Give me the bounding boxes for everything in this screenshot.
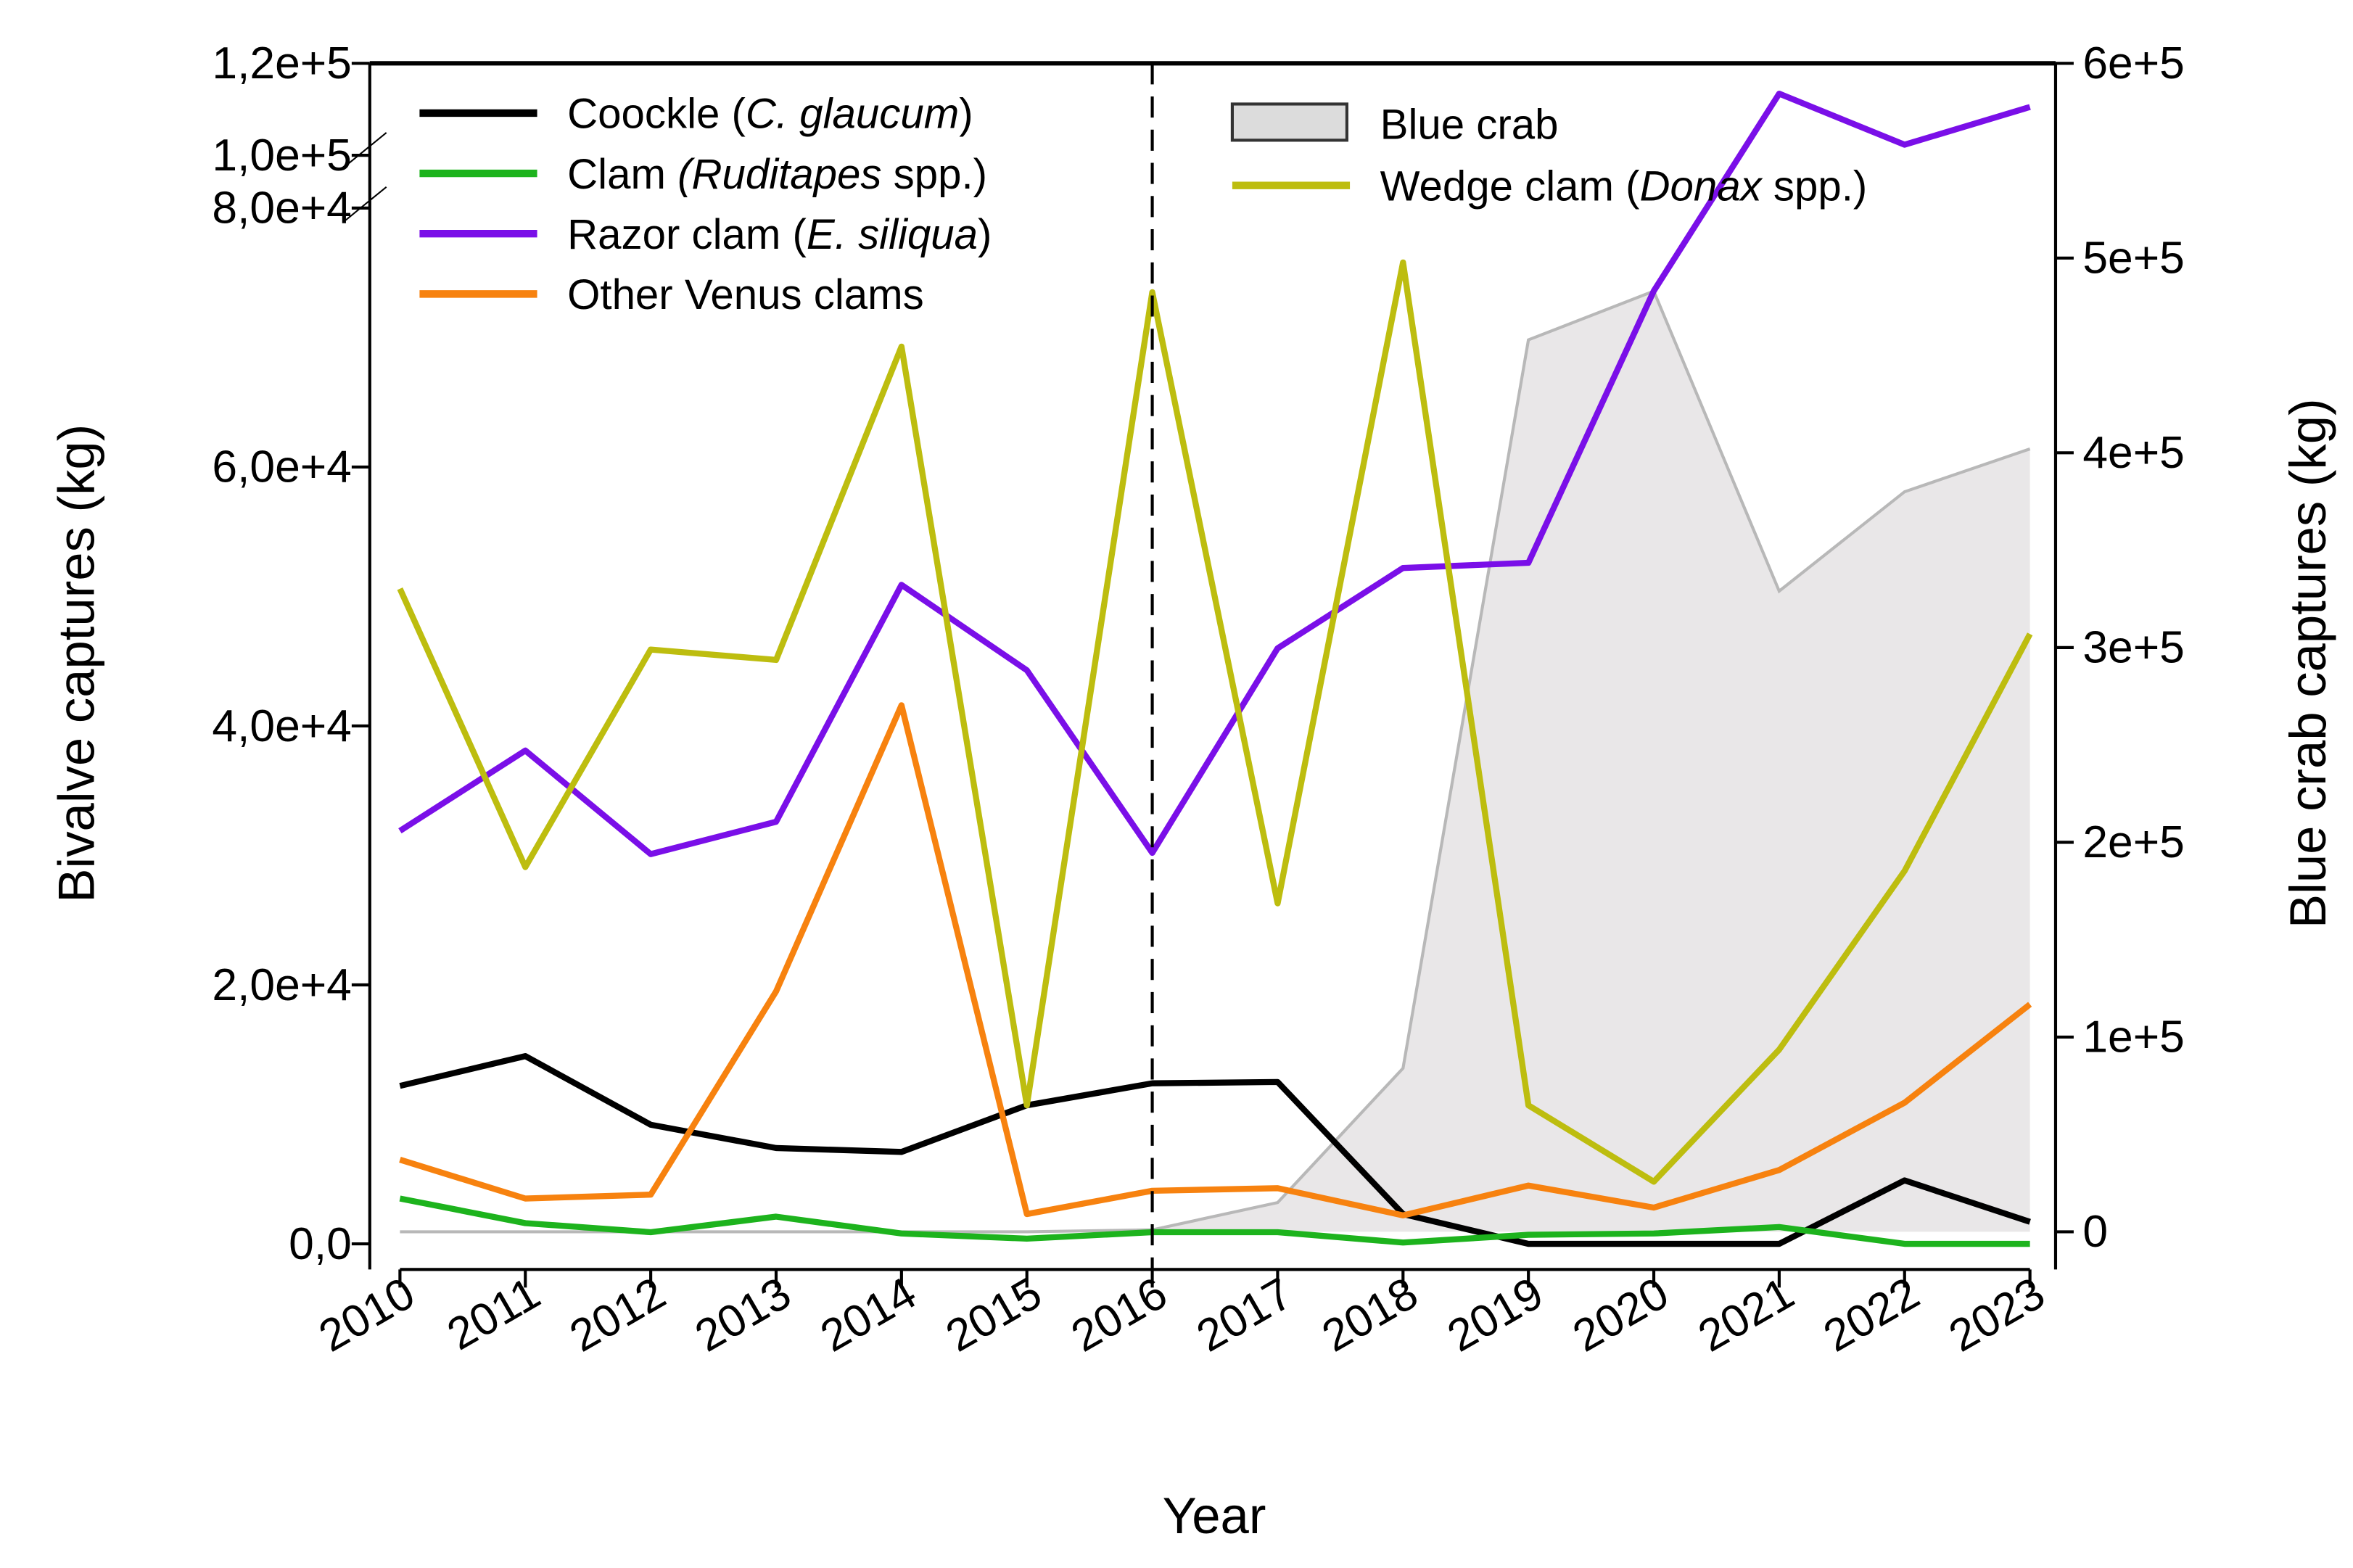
x-tick-label: 2012 (561, 1268, 674, 1361)
legend-label: Coockle (C. glaucum) (567, 91, 973, 138)
line-other-venus-clams (399, 702, 2032, 1218)
y2-tick-label: 5e+5 (2082, 234, 2184, 284)
x-tick-label: 2020 (1565, 1268, 1677, 1361)
y2-tick-label: 1e+5 (2082, 1012, 2184, 1062)
x-tick-label: 2021 (1690, 1268, 1802, 1361)
legend-label-part: spp.) (882, 151, 988, 198)
y2-tick-label: 0 (2082, 1207, 2108, 1257)
line-clam-ruditapes-spp (399, 1195, 2030, 1247)
x-tick-label: 2013 (687, 1268, 799, 1361)
x-tick-label: 2011 (440, 1268, 549, 1360)
y2-tick-label: 2e+5 (2082, 817, 2184, 867)
legend-label: Blue crab (1380, 101, 1559, 148)
axis-break-mark (345, 132, 387, 167)
x-tick-label: 2023 (1941, 1268, 2053, 1361)
line-razor-clam-e-siliqua (398, 91, 2031, 857)
legend-label-part: Coockle ( (567, 91, 746, 138)
y-tick-label: 4,0e+4 (212, 701, 351, 751)
legend-label-part: E. siliqua (807, 211, 978, 258)
legend-item: Other Venus clams (419, 271, 924, 318)
legend-item: Razor clam (E. siliqua) (419, 211, 992, 258)
legend: Coockle (C. glaucum) Clam (Ruditapes spp.… (419, 91, 1867, 318)
legend-label: Razor clam (E. siliqua) (567, 211, 992, 258)
area-layer (400, 289, 2031, 1234)
x-tick-label: 2015 (938, 1268, 1050, 1361)
legend-label-part: Clam (567, 151, 677, 198)
legend-label-part: ) (978, 211, 992, 258)
area-blue-crab (400, 291, 2030, 1232)
axis-break-mark (345, 186, 387, 221)
y-axis-label: Bivalve captures (kg) (47, 424, 104, 903)
y-tick-label: 8,0e+4 (212, 183, 351, 234)
line-coockle-c-glaucum (399, 1053, 2031, 1247)
x-tick-label: 2017 (1189, 1268, 1301, 1361)
x-tick-label: 2018 (1314, 1268, 1427, 1361)
y2-axis-label: Blue crab captures (kg) (2279, 398, 2336, 928)
legend-label-part: Wedge clam ( (1380, 162, 1640, 210)
x-tick-label: 2010 (311, 1268, 424, 1361)
legend-label-part: spp.) (1762, 162, 1868, 210)
y2-tick-label: 4e+5 (2082, 428, 2184, 478)
x-tick-label: 2022 (1816, 1268, 1928, 1361)
x-axis-label: Year (1163, 1487, 1266, 1544)
y-tick-label: 1,0e+5 (212, 131, 351, 181)
legend-item: Wedge clam (Donax spp.) (1232, 162, 1867, 210)
line-wedge-clam-donax-spp (397, 259, 2033, 1185)
x-tick-label: 2014 (812, 1268, 925, 1361)
legend-label-part: Other Venus clams (567, 271, 924, 318)
y2-tick-label: 3e+5 (2082, 623, 2184, 673)
legend-item: Coockle (C. glaucum) (419, 91, 973, 138)
legend-label-part: Donax (1640, 162, 1763, 210)
y2-tick-label: 6e+5 (2082, 38, 2184, 88)
y-tick-label: 2,0e+4 (212, 960, 351, 1010)
legend-label: Other Venus clams (567, 271, 924, 318)
legend-item: Clam (Ruditapes spp.) (419, 151, 987, 198)
legend-label-part: C. glaucum (746, 91, 959, 138)
y-tick-label: 6,0e+4 (212, 442, 351, 492)
line-layer (397, 91, 2033, 1247)
y-tick-label: 0,0 (289, 1219, 352, 1269)
legend-item: Blue crab (1230, 101, 1559, 148)
x-tick-label: 2016 (1063, 1268, 1176, 1361)
legend-label: Clam (Ruditapes spp.) (567, 151, 987, 198)
legend-label-part: Razor clam ( (567, 211, 807, 258)
legend-label: Wedge clam (Donax spp.) (1380, 162, 1868, 210)
legend-label-part: ) (959, 91, 973, 138)
y-tick-label: 1,2e+5 (212, 38, 351, 88)
legend-label-part: Blue crab (1380, 101, 1559, 148)
legend-swatch (1230, 102, 1348, 142)
legend-label-part: (Ruditapes (677, 151, 881, 198)
x-tick-label: 2019 (1439, 1268, 1552, 1361)
